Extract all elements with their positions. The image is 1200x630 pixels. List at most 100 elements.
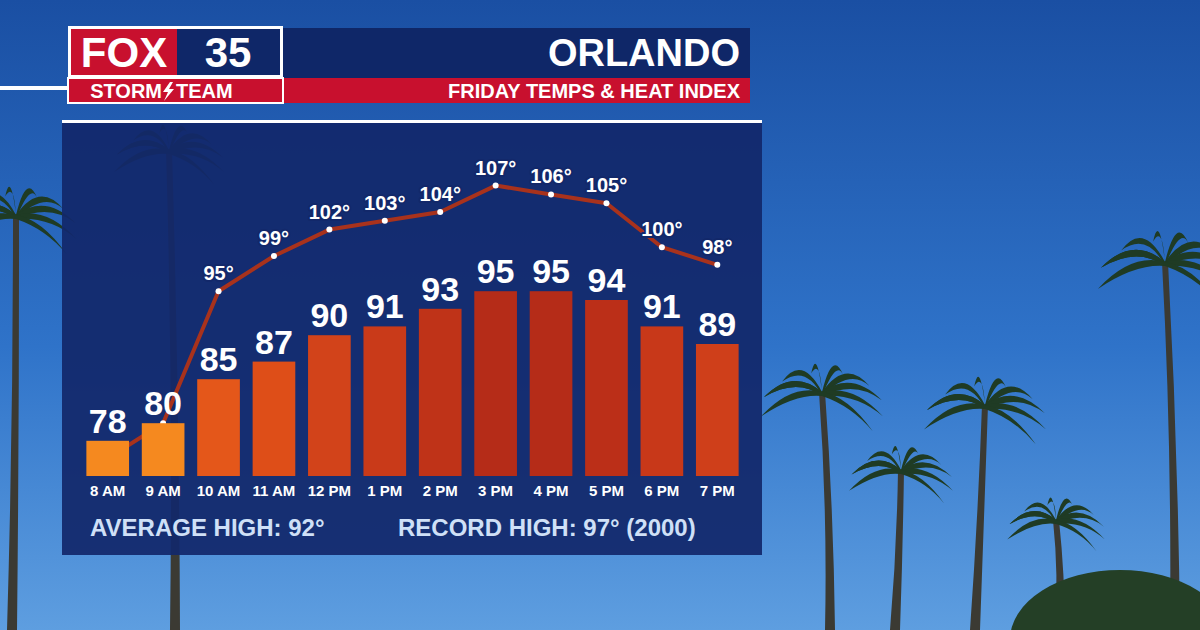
logo-bolt — [163, 82, 174, 101]
trunk — [1162, 262, 1180, 630]
heat-index-label: 103° — [364, 192, 405, 214]
heat-index-point — [216, 288, 222, 294]
frond — [901, 468, 953, 490]
trunk — [970, 405, 988, 630]
subtitle: FRIDAY TEMPS & HEAT INDEX — [448, 80, 741, 102]
heat-index-point — [326, 227, 332, 233]
palm-tree — [924, 377, 1046, 630]
heat-index-point — [493, 183, 499, 189]
subtitle-bar — [283, 78, 750, 103]
title-bar — [88, 28, 750, 78]
panel-top-rule — [62, 120, 762, 123]
heat-index-point — [437, 209, 443, 215]
background — [0, 0, 1200, 630]
header-rule — [0, 86, 70, 90]
bar — [585, 300, 628, 476]
bar-label: 93 — [421, 270, 459, 308]
bar — [641, 326, 684, 476]
heat-index-point — [271, 253, 277, 259]
heat-index-label: 98° — [702, 236, 732, 258]
chart-panel — [62, 120, 762, 555]
frond — [1007, 519, 1056, 540]
frond — [822, 390, 883, 416]
x-tick-label: 12 PM — [308, 482, 351, 499]
frond — [985, 403, 1046, 429]
bar — [86, 441, 129, 476]
bar-label: 91 — [643, 287, 681, 325]
x-tick-label: 4 PM — [534, 482, 569, 499]
heat-index-point — [548, 191, 554, 197]
annotation: RECORD HIGH: 97° (2000) — [398, 514, 696, 541]
x-tick-label: 8 AM — [90, 482, 125, 499]
bar — [696, 344, 739, 476]
frond — [0, 213, 16, 239]
bar — [308, 335, 351, 476]
bar-label: 90 — [310, 296, 348, 334]
frond — [924, 403, 985, 429]
title: ORLANDO — [548, 32, 740, 74]
bar — [142, 423, 185, 476]
heat-index-point — [714, 262, 720, 268]
bar-label: 89 — [698, 305, 736, 343]
bar — [530, 291, 573, 476]
x-tick-label: 2 PM — [423, 482, 458, 499]
bar-label: 95 — [532, 252, 570, 290]
frond — [16, 215, 67, 254]
heat-index-label: 106° — [530, 165, 571, 187]
heat-index-point — [382, 218, 388, 224]
bar-label: 91 — [366, 287, 404, 325]
x-tick-label: 1 PM — [367, 482, 402, 499]
x-tick-label: 5 PM — [589, 482, 624, 499]
bar — [253, 362, 296, 476]
x-tick-label: 3 PM — [478, 482, 513, 499]
heat-index-label: 104° — [420, 183, 461, 205]
x-tick-label: 9 AM — [145, 482, 180, 499]
data-labels: 78808587909193959594918995°99°102°103°10… — [89, 157, 736, 440]
frond — [1056, 520, 1097, 551]
canvas: ORLANDO FRIDAY TEMPS & HEAT INDEX FOX 35 STO… — [0, 0, 1200, 630]
bar — [419, 309, 462, 476]
x-tick-label: 10 AM — [197, 482, 241, 499]
frond — [1165, 262, 1200, 305]
logo-sub-right: TEAM — [176, 80, 233, 102]
logo-sub-left: STORM — [90, 80, 162, 102]
palm-tree — [849, 446, 953, 630]
bar-label: 87 — [255, 323, 293, 361]
frond — [761, 390, 822, 416]
bar — [197, 379, 240, 476]
logo-frame — [68, 26, 283, 78]
bar-label: 78 — [89, 402, 127, 440]
heat-index-point — [603, 200, 609, 206]
logo-text: FOX — [81, 29, 167, 76]
x-tick-label: 7 PM — [700, 482, 735, 499]
trunk — [890, 470, 904, 630]
trunk — [819, 392, 835, 630]
heat-index-point — [659, 244, 665, 250]
frond — [1056, 519, 1105, 540]
annotation: AVERAGE HIGH: 92° — [90, 514, 325, 541]
logo-sub-box — [68, 78, 283, 103]
heat-index-label: 99° — [259, 227, 289, 249]
logo-number: 35 — [205, 29, 252, 76]
frond — [822, 392, 873, 431]
frond — [901, 470, 944, 503]
bar — [363, 326, 406, 476]
plot-marks — [105, 183, 721, 462]
logo-number-box — [177, 29, 280, 75]
frond — [985, 405, 1036, 444]
x-tick-label: 6 PM — [644, 482, 679, 499]
frond — [1098, 260, 1165, 289]
bar-label: 94 — [588, 261, 626, 299]
bar-label: 95 — [477, 252, 515, 290]
frond — [849, 468, 901, 490]
heat-index-label: 100° — [641, 218, 682, 240]
heat-index-label: 95° — [203, 262, 233, 284]
x-tick-label: 11 AM — [253, 482, 296, 499]
bush — [1010, 570, 1200, 630]
heat-index-label: 102° — [309, 201, 350, 223]
bar — [474, 291, 517, 476]
logo-fox-box — [71, 29, 177, 75]
bar-label: 85 — [200, 340, 238, 378]
heat-index-label: 105° — [586, 174, 627, 196]
trunk — [7, 215, 19, 630]
